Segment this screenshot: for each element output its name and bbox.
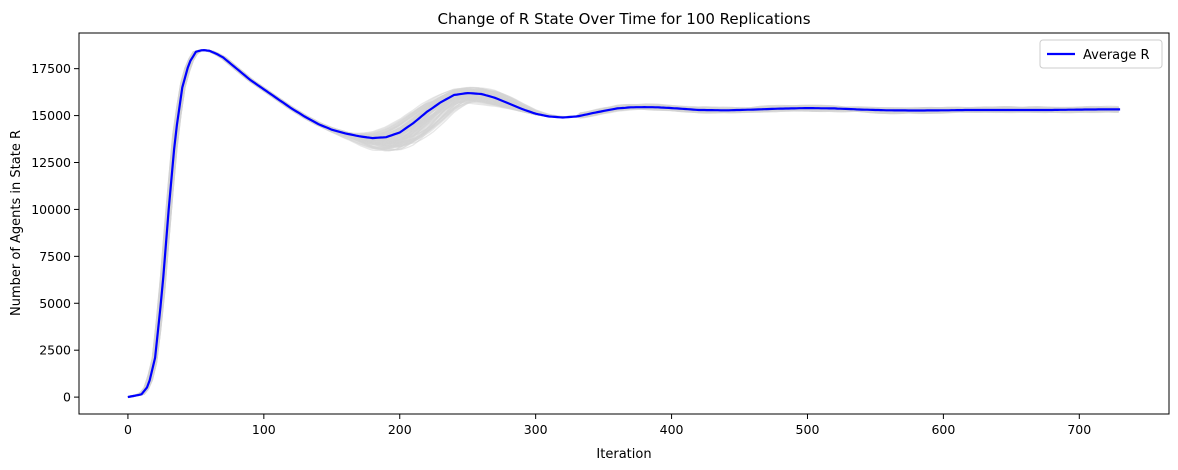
x-tick-label: 700 xyxy=(1067,422,1091,437)
legend: Average R xyxy=(1039,39,1163,69)
y-tick-label: 5000 xyxy=(39,296,71,311)
y-tick-label: 2500 xyxy=(39,343,71,358)
x-tick-label: 100 xyxy=(252,422,276,437)
y-tick-label: 12500 xyxy=(31,155,71,170)
y-axis-ticks: 0 2500 5000 7500 10000 12500 15000 17500 xyxy=(31,61,79,405)
x-tick-label: 500 xyxy=(796,422,820,437)
plot-area xyxy=(127,48,1121,399)
x-axis-ticks: 0 100 200 300 400 500 600 700 xyxy=(124,414,1091,437)
average-r-line xyxy=(127,48,1121,399)
x-tick-label: 400 xyxy=(660,422,684,437)
y-tick-label: 0 xyxy=(63,390,71,405)
y-tick-label: 15000 xyxy=(31,108,71,123)
x-tick-label: 200 xyxy=(388,422,412,437)
x-tick-label: 600 xyxy=(931,422,955,437)
chart-title: Change of R State Over Time for 100 Repl… xyxy=(437,10,810,28)
x-axis-label: Iteration xyxy=(596,447,651,462)
legend-box xyxy=(1039,39,1163,69)
legend-label-average-r: Average R xyxy=(1083,48,1150,63)
axes-frame xyxy=(78,32,1170,415)
y-tick-label: 7500 xyxy=(39,249,71,264)
y-tick-label: 10000 xyxy=(31,202,71,217)
x-tick-label: 300 xyxy=(524,422,548,437)
x-tick-label: 0 xyxy=(124,422,132,437)
y-axis-label: Number of Agents in State R xyxy=(9,130,24,316)
y-tick-label: 17500 xyxy=(31,61,71,76)
